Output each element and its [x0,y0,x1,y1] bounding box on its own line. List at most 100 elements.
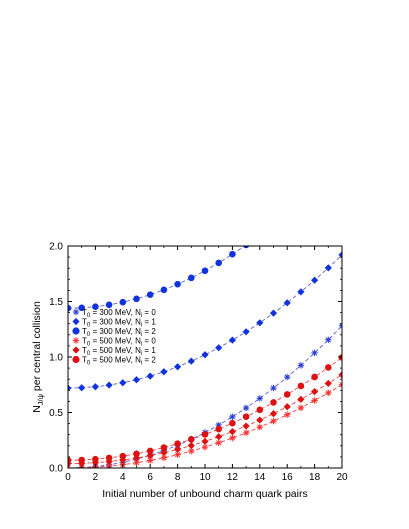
series-6-point [311,373,318,381]
series-2-point [215,344,223,352]
series-2-point [160,368,168,376]
series-5-point [132,454,141,462]
legend: T0 = 300 MeV, Ni = 0T0 = 300 MeV, Ni = 1… [72,308,156,367]
series-2-point [311,276,319,284]
series-5-point [78,459,86,467]
y-tick-label: 1.5 [49,297,63,308]
x-tick-label: 20 [336,472,348,483]
series-4-point [201,443,209,451]
series-4-point [284,411,291,418]
series-3-point [229,250,236,258]
axis-layer: 0 2 4 6 8 10 12 14 16 18 20 0.0 0.5 1.0 1.5 2.0 [49,242,348,484]
y-tick-label: 2.0 [49,242,63,253]
series-6-point [68,456,72,464]
x-tick-label: 10 [199,472,211,483]
series-2-point [78,384,86,392]
series-1-point [284,373,291,381]
series-5-point [269,410,278,418]
series-4-point [147,457,154,464]
x-tick-label: 18 [309,472,321,483]
x-tick-label: 12 [227,472,239,483]
series-5-point [283,403,291,411]
series-6-point [146,447,154,455]
series-1-point [325,336,332,343]
series-1-point [256,395,263,402]
legend-entry: T0 = 300 MeV, Ni = 2 [72,327,156,338]
series-layer [68,246,342,468]
x-tick-label: 14 [254,472,266,483]
legend-label: T0 = 300 MeV, Ni = 2 [82,327,156,338]
series-2-point [68,384,72,392]
legend-entry: T0 = 500 MeV, Ni = 1 [72,346,156,357]
series-4-point [311,397,318,404]
legend-label: T0 = 500 MeV, Ni = 1 [82,346,156,357]
x-tick-label: 4 [120,472,126,483]
series-1-point [242,404,250,412]
series-2-point [338,251,342,259]
series-3-point [78,304,85,312]
legend-label: T0 = 500 MeV, Ni = 2 [82,356,156,367]
series-4-point [188,447,195,455]
series-2-point [174,363,182,371]
series-2-point [201,351,209,359]
series-6-point [325,364,332,371]
legend-marker [72,327,80,335]
series-6-point [283,391,291,398]
legend-marker [72,355,80,364]
series-5-point [105,457,113,466]
series-5-point [311,388,319,396]
series-5-point [297,395,305,404]
series-2-point [146,372,154,380]
series-3 [68,246,250,312]
series-6-point [201,431,209,438]
x-axis-label: Initial number of unbound charm quark pa… [102,488,307,500]
series-5 [68,371,342,468]
series-2-point [324,264,332,272]
x-tick-label: 2 [93,472,99,483]
legend-label: T0 = 500 MeV, Ni = 0 [82,337,156,348]
series-6-point [78,456,85,464]
series-5-point [187,441,195,450]
series-3-point [133,295,140,303]
series-5-point [146,451,154,460]
series-3-point [146,291,154,299]
series-3-point [188,274,195,282]
series-2-point [297,288,305,296]
series-2-point [269,309,278,317]
series-1-point [270,384,277,392]
series-2-point [283,299,291,307]
series-3-point [68,304,72,312]
series-5-point [174,445,182,453]
legend-entry: T0 = 300 MeV, Ni = 1 [72,318,156,329]
x-tick-label: 0 [65,472,71,483]
series-3-point [160,286,168,294]
series-2-point [119,379,127,387]
series-1-point [297,362,305,369]
legend-marker [72,337,80,344]
legend-entry: T0 = 300 MeV, Ni = 0 [72,308,156,319]
series-5-point [201,437,209,445]
x-tick-label: 16 [282,472,294,483]
series-4-point [229,434,236,442]
series-6-point [229,419,236,427]
series-2-point [256,319,264,327]
series-4-point [133,459,140,466]
series-3-point [174,280,181,288]
series-3-point [105,301,113,309]
series-2-fit-line [68,254,342,389]
series-2-point [105,381,113,389]
series-6-point [215,425,222,433]
y-tick-label: 0.0 [49,464,63,475]
y-axis-label: NJ/ψ per central collision [31,301,45,413]
series-3-point [92,303,99,311]
series-4-point [242,429,250,437]
series-6-point [188,436,195,443]
legend-entry: T0 = 500 MeV, Ni = 0 [72,337,156,348]
series-6-point [270,399,277,406]
series-6-point [174,440,181,447]
y-tick-label: 1.0 [49,353,63,364]
series-2 [68,251,342,392]
x-tick-label: 8 [175,472,181,483]
series-5-point [256,416,264,424]
